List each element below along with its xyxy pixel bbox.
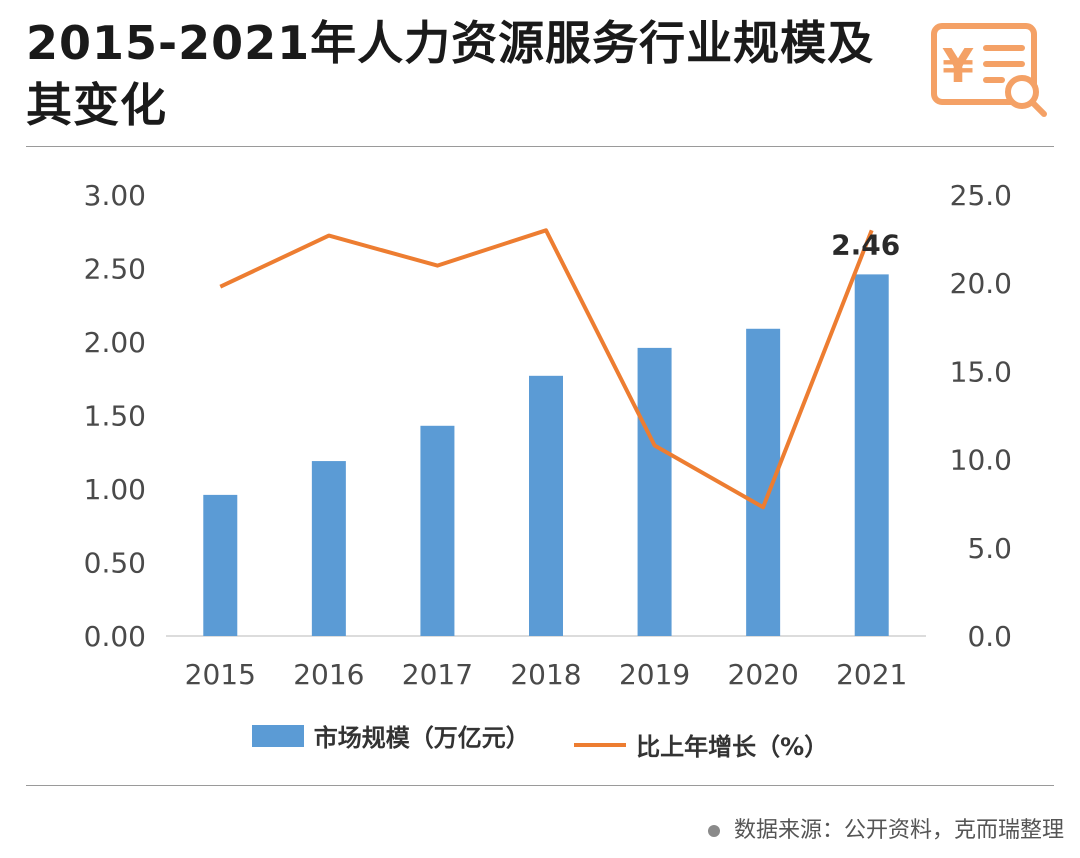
line-series [219, 228, 874, 510]
source-text: 数据来源：公开资料，克而瑞整理 [733, 818, 1064, 843]
bullet-dot [707, 825, 720, 837]
data-label: 2.46 [831, 228, 900, 261]
bar-series [203, 274, 889, 636]
left-tick-label: 1.00 [84, 473, 146, 506]
right-tick-label: 0.0 [967, 620, 1012, 653]
bottom-divider [26, 785, 1054, 786]
bar-2018 [529, 375, 563, 636]
left-tick-label: 0.00 [84, 620, 146, 653]
svg-text:¥: ¥ [942, 39, 974, 93]
x-tick-label: 2020 [728, 658, 799, 691]
legend-line-swatch [574, 742, 627, 747]
x-tick-label: 2018 [510, 658, 581, 691]
bar-2021 [854, 274, 889, 636]
left-tick-label: 2.00 [84, 326, 146, 359]
legend-line-label: 比上年增长（%） [636, 733, 829, 761]
top-divider [26, 146, 1054, 147]
legend-item-line: 比上年增长（%） [574, 727, 828, 762]
x-tick-label: 2021 [836, 658, 907, 691]
left-tick-label: 0.50 [84, 547, 146, 580]
bar-2015 [203, 494, 238, 636]
x-axis-ticks: 2015 2016 2017 2018 2019 2020 2021 [185, 658, 908, 691]
x-tick-label: 2015 [185, 658, 256, 691]
left-tick-label: 1.50 [84, 400, 146, 433]
right-axis-ticks: 0.0 5.0 10.0 15.0 20.0 25.0 [950, 179, 1012, 653]
source-note: 数据来源：公开资料，克而瑞整理 [707, 812, 1064, 844]
left-axis-ticks: 0.00 0.50 1.00 1.50 2.00 2.50 3.00 [84, 179, 146, 653]
right-tick-label: 15.0 [950, 355, 1012, 388]
x-tick-label: 2019 [619, 658, 690, 691]
right-tick-label: 20.0 [950, 267, 1012, 300]
chart-title: 2015-2021年人力资源服务行业规模及其变化 [26, 16, 875, 132]
legend-item-bar: 市场规模（万亿元） [251, 718, 530, 753]
annotations: 2.46 [831, 228, 900, 261]
right-tick-label: 10.0 [950, 444, 1012, 477]
right-tick-label: 25.0 [950, 179, 1012, 212]
left-tick-label: 3.00 [84, 179, 146, 212]
legend-bar-label: 市场规模（万亿元） [313, 724, 530, 752]
bar-2020 [746, 328, 781, 636]
legend: 市场规模（万亿元） 比上年增长（%） [0, 718, 1080, 762]
legend-bar-swatch [251, 724, 304, 747]
bar-2017 [420, 425, 455, 636]
yen-receipt-search-icon: ¥ [931, 23, 1047, 117]
right-tick-label: 5.0 [967, 532, 1012, 565]
bar-2019 [637, 347, 672, 636]
bar-2016 [311, 461, 346, 636]
x-tick-label: 2016 [293, 658, 364, 691]
x-tick-label: 2017 [402, 658, 473, 691]
left-tick-label: 2.50 [84, 253, 146, 286]
